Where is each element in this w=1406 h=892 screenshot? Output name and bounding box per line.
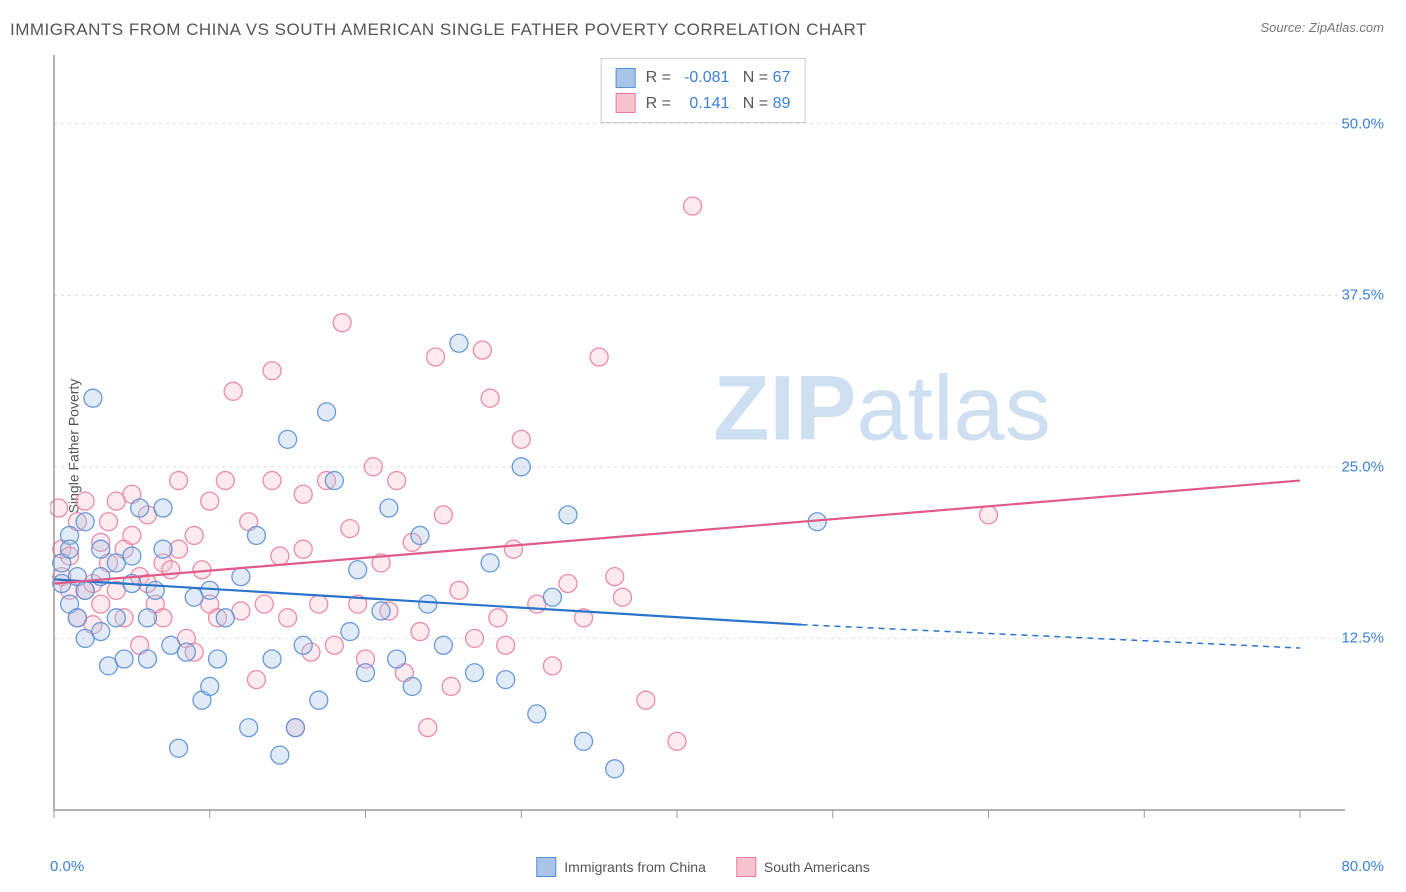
legend-swatch-icon: [536, 857, 556, 877]
y-tick-label: 25.0%: [1341, 458, 1384, 475]
scatter-plot-svg: ZIPatlas: [50, 55, 1350, 835]
legend-swatch-icon: [736, 857, 756, 877]
legend-r-text: R = 0.141 N = 89: [646, 91, 791, 117]
correlation-legend: R = -0.081 N = 67R = 0.141 N = 89: [601, 58, 806, 123]
legend-swatch-icon: [616, 93, 636, 113]
y-tick-label: 37.5%: [1341, 287, 1384, 304]
legend-r-text: R = -0.081 N = 67: [646, 65, 791, 91]
y-tick-label: 50.0%: [1341, 115, 1384, 132]
correlation-legend-row: R = -0.081 N = 67: [616, 65, 791, 91]
legend-item: South Americans: [736, 857, 870, 877]
source-attribution: Source: ZipAtlas.com: [1260, 20, 1384, 35]
chart-title: IMMIGRANTS FROM CHINA VS SOUTH AMERICAN …: [10, 20, 867, 40]
source-name: ZipAtlas.com: [1309, 20, 1384, 35]
legend-label: Immigrants from China: [564, 859, 706, 875]
legend-item: Immigrants from China: [536, 857, 706, 877]
legend-swatch-icon: [616, 68, 636, 88]
x-max-label: 80.0%: [1341, 858, 1384, 875]
x-min-label: 0.0%: [50, 858, 84, 875]
correlation-legend-row: R = 0.141 N = 89: [616, 91, 791, 117]
plot-area: ZIPatlas: [50, 55, 1350, 835]
legend-label: South Americans: [764, 859, 870, 875]
chart-container: IMMIGRANTS FROM CHINA VS SOUTH AMERICAN …: [0, 0, 1406, 892]
source-prefix: Source:: [1260, 20, 1308, 35]
series-legend: Immigrants from China South Americans: [536, 857, 869, 877]
y-tick-label: 12.5%: [1341, 630, 1384, 647]
svg-text:ZIPatlas: ZIPatlas: [713, 357, 1050, 459]
